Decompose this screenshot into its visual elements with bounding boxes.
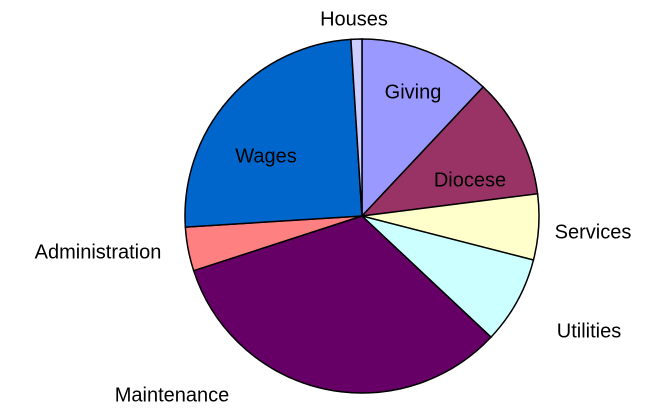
pie-slice xyxy=(184,38,363,228)
slice-label: Administration xyxy=(35,241,162,263)
slice-label: Diocese xyxy=(434,169,506,191)
slice-label: Utilities xyxy=(557,320,621,342)
slice-label: Maintenance xyxy=(115,384,230,406)
slice-label: Wages xyxy=(235,145,297,167)
pie-slice xyxy=(360,85,539,218)
slice-label: Services xyxy=(555,221,632,243)
pie-slice xyxy=(350,38,363,217)
pie-slice xyxy=(361,38,485,218)
pie-slice xyxy=(361,215,535,339)
slice-label: Giving xyxy=(385,81,442,103)
pie-slice xyxy=(192,215,493,394)
slice-label: Houses xyxy=(320,8,388,30)
